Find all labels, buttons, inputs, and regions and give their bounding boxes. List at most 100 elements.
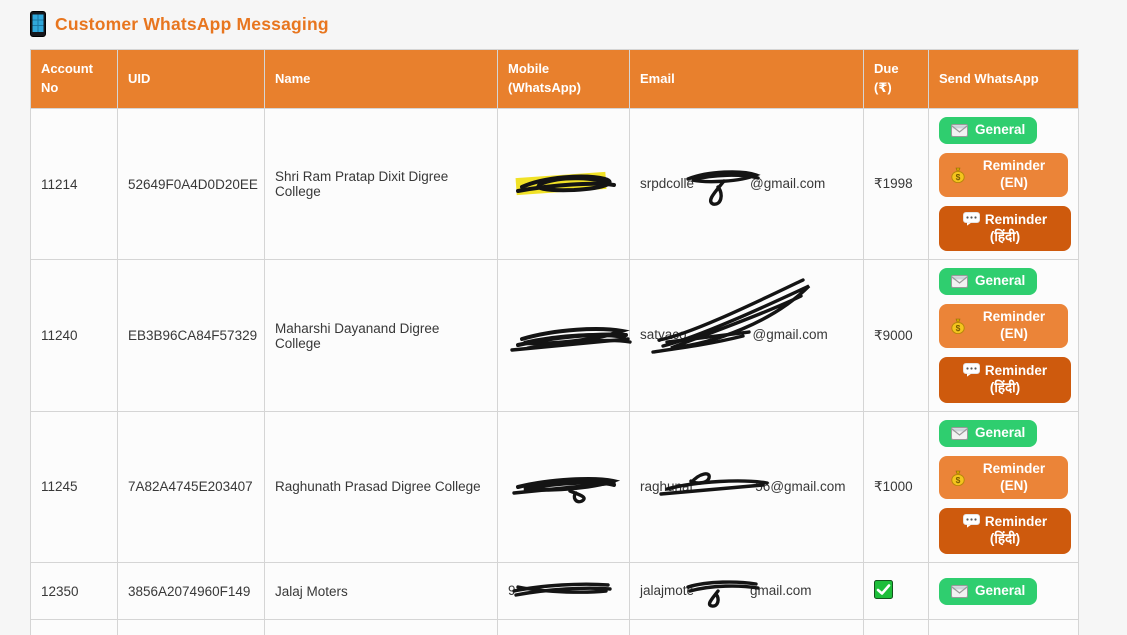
- mobile-cell: [497, 619, 630, 635]
- redaction-scribble: [650, 278, 810, 354]
- page-header: Customer WhatsApp Messaging: [30, 11, 1127, 37]
- email-prefix: jalajmote: [640, 582, 695, 598]
- name-cell: [264, 619, 498, 635]
- email-cell: srpdcolle @gmail.com: [629, 107, 864, 261]
- header-email: Email: [629, 49, 864, 109]
- envelope-icon: [951, 584, 968, 598]
- header-uid: UID: [117, 49, 265, 109]
- name-cell: Maharshi Dayanand Digree College: [264, 259, 498, 412]
- reminder-hindi-button[interactable]: Reminder (हिंदी): [939, 508, 1071, 555]
- uid-cell: EB3B96CA84F57329: [117, 259, 265, 412]
- name-cell: Shri Ram Pratap Dixit Digree College: [264, 107, 498, 261]
- name-cell: Raghunath Prasad Digree College: [264, 410, 498, 564]
- table-row: General: [30, 619, 1079, 635]
- account-no-cell: 11245: [30, 410, 118, 564]
- general-button[interactable]: General: [939, 117, 1038, 144]
- reminder-hindi-button-label: Reminder (हिंदी): [984, 363, 1048, 395]
- mobile-prefix: 9: [508, 582, 516, 598]
- due-cell: [863, 562, 929, 621]
- table-row: 11245 7A82A4745E203407 Raghunath Prasad …: [30, 410, 1079, 564]
- general-button-label: General: [975, 582, 1026, 598]
- reminder-en-button-label: Reminder (EN): [982, 157, 1046, 190]
- general-button[interactable]: General: [939, 419, 1038, 447]
- mobile-cell: [497, 107, 630, 261]
- send-whatsapp-cell: General: [928, 619, 1079, 635]
- paid-check-icon: [874, 580, 893, 602]
- redaction-scribble: [515, 172, 616, 196]
- envelope-icon: [951, 123, 968, 137]
- reminder-hindi-button[interactable]: Reminder (हिंदी): [939, 205, 1071, 252]
- account-no-cell: 12350: [30, 562, 118, 621]
- uid-cell: 3856A2074960F149: [117, 562, 265, 621]
- reminder-hindi-button-label: Reminder (हिंदी): [984, 514, 1048, 547]
- redaction-scribble: [686, 580, 760, 609]
- send-whatsapp-cell: General $ Reminder (EN) Reminder (हिंदी): [928, 410, 1079, 564]
- redacted-mobile: [511, 582, 612, 599]
- due-cell: [863, 619, 929, 635]
- email-suffix: 56@gmail.com: [755, 478, 846, 494]
- general-button[interactable]: General: [939, 268, 1038, 296]
- uid-cell: 52649F0A4D0D20EE: [117, 107, 265, 261]
- header-due: Due (₹): [863, 49, 929, 109]
- email-prefix: srpdcolle: [640, 175, 695, 191]
- email-cell: satyaco @gmail.com: [629, 259, 864, 412]
- redacted-mobile: [508, 167, 620, 201]
- redacted-email: [650, 278, 810, 354]
- reminder-en-button[interactable]: $ Reminder (EN): [939, 152, 1068, 197]
- email-suffix: @gmail.com: [750, 175, 826, 191]
- header-send-whatsapp: Send WhatsApp: [928, 49, 1079, 109]
- redacted-mobile: [508, 467, 620, 507]
- redaction-scribble: [511, 582, 612, 598]
- general-button-label: General: [975, 424, 1026, 440]
- envelope-icon: [951, 426, 968, 440]
- money-bag-icon: $: [951, 470, 965, 486]
- general-button-label: General: [975, 122, 1026, 137]
- account-no-cell: 11240: [30, 259, 118, 412]
- customer-table: Account No UID Name Mobile (WhatsApp) Em…: [30, 49, 1079, 635]
- uid-cell: [117, 619, 265, 635]
- send-whatsapp-cell: General: [928, 562, 1079, 621]
- header-mobile: Mobile (WhatsApp): [497, 49, 630, 109]
- account-no-cell: 11214: [30, 107, 118, 261]
- reminder-en-button[interactable]: $ Reminder (EN): [939, 304, 1068, 348]
- mobile-cell: 9: [497, 562, 630, 621]
- due-cell: ₹1998: [863, 107, 929, 261]
- redacted-email: [686, 170, 761, 207]
- money-bag-icon: $: [951, 167, 965, 183]
- mobile-phone-icon: [30, 11, 46, 37]
- account-no-cell: [30, 619, 118, 635]
- svg-text:$: $: [956, 172, 961, 182]
- table-row: 12350 3856A2074960F149 Jalaj Moters 9 ja…: [30, 562, 1079, 621]
- email-cell: [629, 619, 864, 635]
- general-button[interactable]: General: [939, 577, 1038, 605]
- reminder-hindi-button[interactable]: Reminder (हिंदी): [939, 357, 1071, 403]
- reminder-en-button[interactable]: $ Reminder (EN): [939, 455, 1068, 500]
- redaction-scribble: [659, 472, 769, 496]
- redaction-scribble: [510, 326, 632, 352]
- header-account-no: Account No: [30, 49, 118, 109]
- reminder-en-button-label: Reminder (EN): [982, 309, 1046, 342]
- table-header-row: Account No UID Name Mobile (WhatsApp) Em…: [30, 49, 1079, 109]
- redaction-scribble: [512, 476, 620, 504]
- general-button-label: General: [975, 273, 1026, 289]
- uid-cell: 7A82A4745E203407: [117, 410, 265, 564]
- redacted-mobile: [508, 315, 633, 357]
- svg-text:$: $: [956, 323, 961, 333]
- email-cell: jalajmote gmail.com: [629, 562, 864, 621]
- table-row: 11240 EB3B96CA84F57329 Maharshi Dayanand…: [30, 259, 1079, 412]
- speech-bubble-icon: [962, 211, 980, 226]
- email-suffix: gmail.com: [750, 582, 812, 598]
- email-prefix: raghunat: [640, 478, 694, 494]
- name-cell: Jalaj Moters: [264, 562, 498, 621]
- redaction-scribble: [686, 170, 761, 207]
- redacted-email: [659, 472, 769, 496]
- envelope-icon: [951, 275, 968, 289]
- page-title: Customer WhatsApp Messaging: [55, 13, 329, 34]
- due-cell: ₹1000: [863, 410, 929, 564]
- send-whatsapp-cell: General $ Reminder (EN) Reminder (हिंदी): [928, 107, 1079, 261]
- reminder-hindi-button-label: Reminder (हिंदी): [984, 211, 1048, 244]
- reminder-en-button-label: Reminder (EN): [982, 460, 1046, 493]
- speech-bubble-icon: [962, 514, 980, 528]
- send-whatsapp-cell: General $ Reminder (EN) Reminder (हिंदी): [928, 259, 1079, 412]
